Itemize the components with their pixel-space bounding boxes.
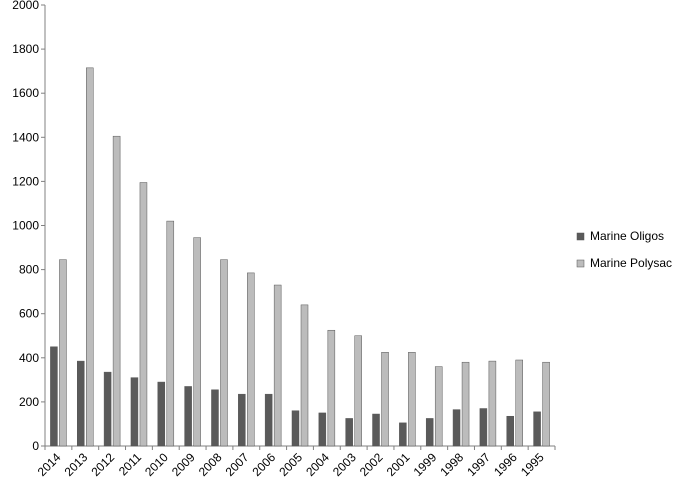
y-tick-label: 1800 (12, 42, 39, 56)
x-tick-label: 2013 (62, 450, 91, 479)
x-tick-label: 1998 (437, 450, 466, 479)
bar-marine-oligos (372, 413, 380, 447)
bar-marine-polysac (381, 352, 389, 447)
y-tick-label: 0 (32, 439, 39, 453)
x-axis: 2014201320122011201020092008200720062005… (35, 445, 556, 479)
bar-marine-polysac (542, 361, 550, 447)
x-tick-label: 2003 (330, 450, 359, 479)
bar-marine-oligos (345, 418, 353, 447)
bar-marine-polysac (408, 352, 416, 447)
legend-label: Marine Oligos (590, 229, 664, 243)
bar-marine-polysac (220, 259, 228, 447)
y-tick-label: 1600 (12, 86, 39, 100)
y-tick-label: 600 (19, 307, 39, 321)
bar-marine-polysac (461, 361, 470, 447)
x-tick-label: 2004 (303, 450, 332, 479)
bar-marine-oligos (50, 346, 58, 447)
bar-marine-oligos (77, 360, 85, 447)
bar-marine-oligos (211, 389, 219, 447)
bar-marine-polysac (354, 335, 362, 447)
x-tick-label: 2014 (35, 450, 64, 479)
bar-marine-polysac (247, 272, 255, 447)
y-tick-label: 800 (19, 263, 39, 277)
legend: Marine Oligos Marine Polysac (576, 229, 672, 270)
bar-marine-oligos (291, 410, 300, 447)
legend-label: Marine Polysac (590, 256, 672, 270)
x-tick-label: 1997 (464, 450, 493, 479)
bar-marine-oligos (238, 393, 246, 447)
y-tick-label: 2000 (12, 0, 39, 12)
bar-marine-polysac (300, 304, 309, 447)
legend-swatch (576, 259, 585, 268)
x-tick-label: 2007 (223, 450, 252, 479)
x-tick-label: 2008 (196, 450, 225, 479)
bar-marine-oligos (506, 415, 514, 447)
bar-marine-oligos (318, 412, 327, 447)
x-tick-label: 1996 (491, 450, 520, 479)
bar-marine-oligos (130, 377, 139, 447)
x-tick-label: 2011 (116, 450, 144, 478)
bar-marine-polysac (166, 220, 175, 447)
bar-marine-polysac (273, 284, 282, 447)
bar-marine-polysac (86, 67, 94, 447)
bar-marine-polysac (515, 359, 523, 447)
bar-marine-polysac (193, 237, 201, 447)
y-tick-label: 1000 (12, 219, 39, 233)
bar-marine-oligos (479, 408, 488, 447)
x-tick-label: 2010 (142, 450, 171, 479)
bar-marine-polysac (112, 135, 121, 447)
bar-marine-polysac (327, 329, 336, 447)
bar-marine-polysac (488, 360, 497, 447)
y-tick-label: 1200 (12, 174, 39, 188)
x-tick-label: 2005 (276, 450, 305, 479)
y-tick-label: 1400 (12, 130, 39, 144)
bar-marine-oligos (157, 381, 166, 447)
bar-marine-oligos (452, 409, 461, 447)
bar-marine-polysac (59, 259, 67, 447)
bar-marine-oligos (264, 393, 273, 447)
y-tick-label: 400 (19, 351, 39, 365)
bar-marine-oligos (425, 418, 434, 447)
bar-marine-polysac (434, 366, 443, 447)
x-tick-label: 1995 (518, 450, 547, 479)
x-tick-label: 1999 (411, 450, 440, 479)
x-tick-label: 2002 (357, 450, 386, 479)
bar-series (50, 67, 550, 447)
legend-swatch (576, 232, 585, 241)
bar-marine-polysac (139, 182, 148, 447)
bar-marine-oligos (533, 411, 541, 447)
bar-marine-oligos (103, 371, 112, 447)
x-tick-label: 2009 (169, 450, 198, 479)
bar-marine-oligos (184, 386, 192, 447)
x-tick-label: 2012 (88, 450, 117, 479)
bar-marine-oligos (399, 422, 407, 447)
y-axis: 0 200 400 600 800 1000 1200 1400 1600 1800 2000 (12, 0, 46, 453)
y-tick-label: 200 (19, 395, 39, 409)
x-tick-label: 2001 (384, 450, 413, 479)
x-tick-label: 2006 (249, 450, 278, 479)
